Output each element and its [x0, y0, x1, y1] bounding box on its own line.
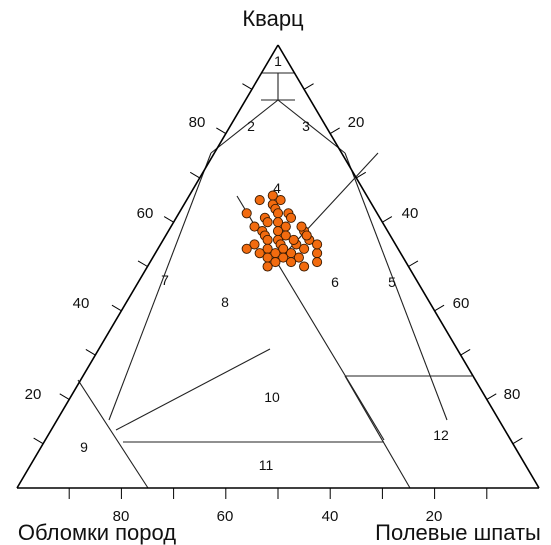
- vertex-label-rock-fragments: Обломки пород: [18, 520, 176, 545]
- sample-point: [263, 235, 272, 244]
- left-edge-tick: [60, 394, 69, 400]
- sample-points: [242, 191, 322, 271]
- sample-point: [289, 235, 298, 244]
- field-4-left-boundary: [211, 100, 278, 153]
- sample-point: [313, 240, 322, 249]
- sample-point: [302, 231, 311, 240]
- field-7-8-divider: [109, 153, 211, 420]
- sample-point: [255, 196, 264, 205]
- left-edge-tick: [242, 84, 251, 90]
- ternary-triangle-outline: [17, 45, 539, 488]
- right-tick-label-40: 40: [402, 205, 419, 222]
- field-label-12: 12: [433, 427, 449, 443]
- field-label-5: 5: [388, 274, 396, 290]
- left-tick-label-80: 80: [189, 114, 206, 131]
- left-tick-label-40: 40: [73, 295, 90, 312]
- left-edge-tick: [138, 261, 147, 267]
- field-label-7: 7: [161, 272, 169, 288]
- left-edge-tick: [190, 172, 199, 178]
- left-edge-tick: [112, 305, 121, 311]
- field-12-left-boundary: [345, 376, 410, 488]
- left-edge-tick: [86, 349, 95, 355]
- field-label-2: 2: [247, 118, 255, 134]
- right-edge-tick: [461, 349, 470, 355]
- classification-field-boundaries: [78, 73, 472, 488]
- left-edge-tick: [216, 128, 225, 134]
- sample-point: [286, 213, 295, 222]
- vertex-labels: Кварц Обломки пород Полевые шпаты: [18, 6, 541, 545]
- field-label-1: 1: [274, 53, 282, 69]
- left-edge-tick: [34, 438, 43, 444]
- sample-point: [313, 258, 322, 267]
- right-edge-tick: [382, 217, 391, 223]
- sample-point: [287, 258, 296, 267]
- right-edge-tick: [513, 438, 522, 444]
- sample-point: [242, 209, 251, 218]
- sample-point: [300, 244, 309, 253]
- right-tick-label-80: 80: [504, 386, 521, 403]
- field-label-9: 9: [80, 439, 88, 455]
- field-label-8: 8: [221, 294, 229, 310]
- sample-point: [242, 244, 251, 253]
- right-tick-label-20: 20: [348, 114, 365, 131]
- left-tick-label-20: 20: [25, 386, 42, 403]
- right-tick-label-60: 60: [453, 295, 470, 312]
- field-label-11: 11: [259, 457, 274, 473]
- sample-point: [268, 191, 277, 200]
- right-edge-tick: [304, 84, 313, 90]
- field-label-6: 6: [331, 274, 339, 290]
- right-edge-tick: [330, 128, 339, 134]
- sample-point: [300, 262, 309, 271]
- field-label-10: 10: [264, 389, 280, 405]
- bottom-tick-label-40: 40: [322, 508, 339, 525]
- field-9-boundary: [78, 380, 148, 488]
- sample-point: [263, 218, 272, 227]
- vertex-label-quartz: Кварц: [242, 6, 304, 31]
- left-edge-tick: [164, 217, 173, 223]
- left-tick-label-60: 60: [137, 205, 154, 222]
- bottom-tick-label-60: 60: [217, 508, 234, 525]
- field-8-10-boundary: [116, 349, 270, 430]
- sample-point: [273, 209, 282, 218]
- field-label-3: 3: [302, 118, 310, 134]
- sample-point: [263, 262, 272, 271]
- right-edge-tick: [409, 261, 418, 267]
- sample-point: [313, 249, 322, 258]
- right-edge-tick: [435, 305, 444, 311]
- right-edge-tick: [487, 394, 496, 400]
- field-4-right-boundary: [278, 100, 345, 153]
- axis-ticks: [34, 84, 523, 499]
- vertex-label-feldspars: Полевые шпаты: [375, 520, 541, 545]
- field-5-6-divider: [345, 153, 447, 420]
- sample-point: [297, 222, 306, 231]
